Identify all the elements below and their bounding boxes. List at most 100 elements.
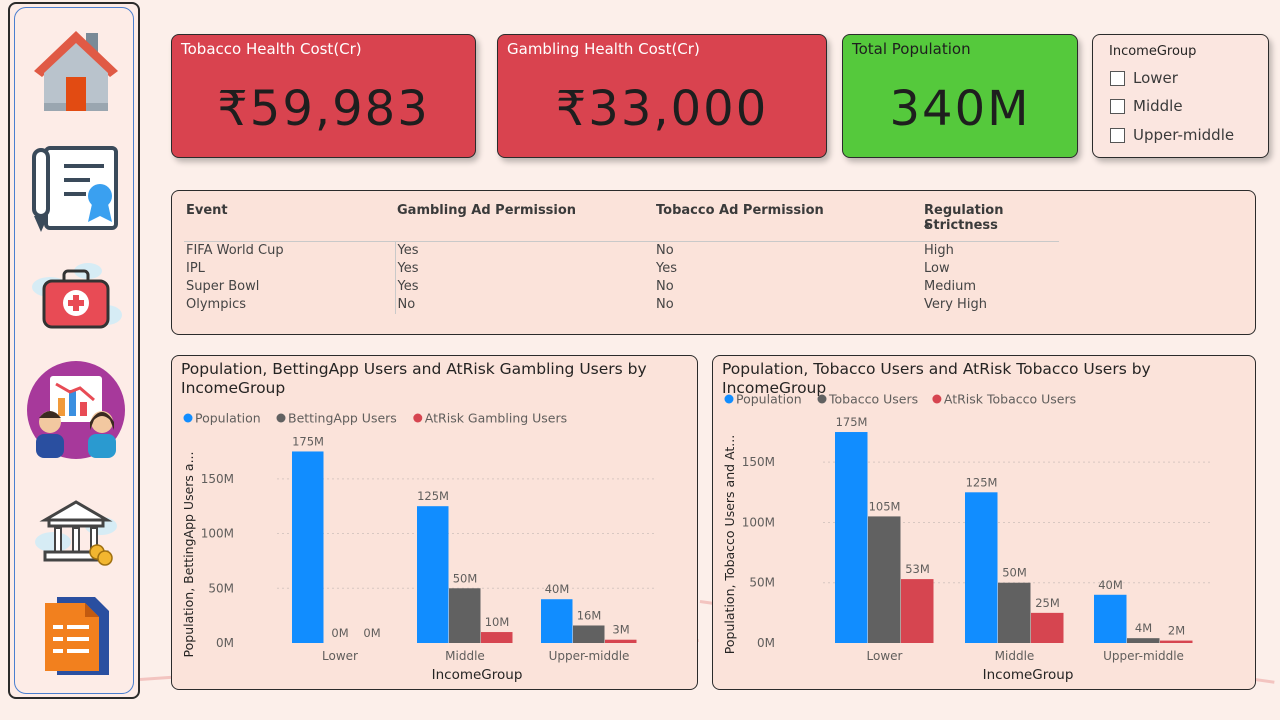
slicer-option-middle[interactable]: Middle xyxy=(1110,97,1183,115)
x-axis-label: IncomeGroup xyxy=(983,667,1074,683)
nav-health-button[interactable] xyxy=(26,250,126,345)
table-cell: No xyxy=(656,297,674,312)
bar-tobacco-users xyxy=(1127,638,1160,643)
bar-atrisk-tobacco-users xyxy=(1031,612,1064,643)
data-label: 175M xyxy=(292,434,324,448)
slicer-option-lower[interactable]: Lower xyxy=(1110,69,1178,87)
home-icon xyxy=(34,30,118,111)
x-tick-label: Upper-middle xyxy=(549,649,630,663)
bar-atrisk-tobacco-users xyxy=(1160,640,1193,643)
table-cell: Yes xyxy=(397,279,419,294)
tobacco-bar-chart: Population Tobacco Users AtRisk Tobacco Us… xyxy=(722,392,1213,683)
document-icon xyxy=(45,596,109,675)
y-tick-label: 150M xyxy=(201,472,234,486)
population-value: 340M xyxy=(889,81,1031,137)
bar-population xyxy=(417,506,449,643)
y-axis-label: Population, BettingApp Users a... xyxy=(181,452,196,658)
table-row[interactable]: FIFA World Cup Yes No High xyxy=(184,241,1059,260)
data-label: 40M xyxy=(545,582,570,596)
tobacco-cost-value: ₹59,983 xyxy=(217,81,430,137)
data-label: 0M xyxy=(331,626,348,640)
table-cell: Medium xyxy=(924,279,976,294)
data-label: 40M xyxy=(1098,578,1123,592)
slicer-option-label: Lower xyxy=(1133,69,1178,87)
column-header[interactable]: Event xyxy=(184,201,395,242)
table-cell: Yes xyxy=(656,261,677,276)
x-tick-label: Middle xyxy=(445,649,485,663)
chart-title: Population, BettingApp Users and AtRisk … xyxy=(181,360,647,397)
table-header-row: Event Gambling Ad Permission Tobacco Ad … xyxy=(184,201,1059,242)
table-cell: High xyxy=(924,243,954,259)
bar-population xyxy=(1094,594,1127,643)
checkbox[interactable] xyxy=(1110,98,1125,114)
slicer-option-label: Middle xyxy=(1133,97,1183,115)
column-header-sorted[interactable]: Regulation Strictness ▲ xyxy=(922,201,1059,242)
legend-label: Tobacco Users xyxy=(828,392,918,407)
nav-home-button[interactable] xyxy=(26,22,126,117)
nav-analysis-button[interactable] xyxy=(26,360,126,459)
bar-atrisk-tobacco-users xyxy=(901,579,934,643)
table-row[interactable]: IPL Yes Yes Low xyxy=(184,259,1059,278)
data-label: 175M xyxy=(836,415,868,429)
table-row[interactable]: Olympics No No Very High xyxy=(184,295,1059,314)
legend-label: AtRisk Gambling Users xyxy=(425,411,567,426)
bar-atrisk-gambling-users xyxy=(481,632,513,643)
table-cell: Super Bowl xyxy=(184,277,396,296)
table-cell: No xyxy=(656,243,674,259)
data-label: 125M xyxy=(966,475,998,489)
y-tick-label: 150M xyxy=(742,455,775,469)
analysts-icon xyxy=(27,360,125,459)
table-cell: Yes xyxy=(397,261,419,276)
sort-ascending-icon: ▲ xyxy=(924,220,930,228)
legend-marker xyxy=(413,413,423,423)
first-aid-kit-icon xyxy=(32,262,122,328)
table-cell: Very High xyxy=(924,297,987,312)
data-label: 4M xyxy=(1135,621,1152,635)
x-axis-label: IncomeGroup xyxy=(432,667,523,683)
legend-marker xyxy=(932,394,942,404)
column-header-label: Regulation Strictness xyxy=(924,203,1004,233)
events-table-panel: Event Gambling Ad Permission Tobacco Ad … xyxy=(171,190,1256,335)
table-row[interactable]: Super Bowl Yes No Medium xyxy=(184,277,1059,296)
data-label: 53M xyxy=(905,562,930,576)
population-card: Total Population 340M xyxy=(842,34,1078,158)
tobacco-cost-title: Tobacco Health Cost(Cr) xyxy=(181,40,362,58)
bar-tobacco-users xyxy=(868,516,901,643)
bar-population xyxy=(541,599,573,643)
nav-report-button[interactable] xyxy=(26,588,126,683)
data-label: 16M xyxy=(577,608,602,622)
certificate-icon xyxy=(32,145,118,232)
y-axis-label: Population, Tobacco Users and At... xyxy=(722,435,737,654)
table-cell: IPL xyxy=(184,259,396,278)
column-header[interactable]: Gambling Ad Permission xyxy=(395,201,654,242)
checkbox[interactable] xyxy=(1110,70,1125,86)
population-title: Total Population xyxy=(852,40,971,58)
y-tick-label: 0M xyxy=(216,636,234,650)
gambling-bar-chart: Population BettingApp Users AtRisk Gamblin… xyxy=(181,411,657,683)
slicer-option-upper-middle[interactable]: Upper-middle xyxy=(1110,126,1234,144)
bar-bettingapp-users xyxy=(449,588,481,643)
nav-finance-button[interactable] xyxy=(26,486,126,581)
checkbox[interactable] xyxy=(1110,127,1125,143)
data-label: 105M xyxy=(869,499,901,513)
table-cell: No xyxy=(656,279,674,294)
data-label: 0M xyxy=(363,626,380,640)
income-group-slicer: IncomeGroup Lower Middle Upper-middle xyxy=(1092,34,1269,158)
y-tick-label: 100M xyxy=(201,527,234,541)
legend-label: AtRisk Tobacco Users xyxy=(944,392,1076,407)
chart-title: Population, Tobacco Users and AtRisk Tob… xyxy=(722,360,1151,397)
legend-marker xyxy=(276,413,286,423)
bar-population xyxy=(835,432,868,643)
sidebar xyxy=(8,2,140,699)
legend-marker xyxy=(724,394,734,404)
legend-marker xyxy=(183,413,193,423)
legend-label: BettingApp Users xyxy=(288,411,397,426)
column-header[interactable]: Tobacco Ad Permission xyxy=(654,201,922,242)
data-label: 3M xyxy=(612,623,629,637)
x-tick-label: Middle xyxy=(995,649,1035,663)
tobacco-chart-panel: Population, Tobacco Users and AtRisk Tob… xyxy=(712,355,1256,690)
y-tick-label: 50M xyxy=(749,576,775,590)
data-label: 125M xyxy=(417,489,449,503)
nav-certificate-button[interactable] xyxy=(26,138,126,233)
x-tick-label: Lower xyxy=(867,649,903,663)
